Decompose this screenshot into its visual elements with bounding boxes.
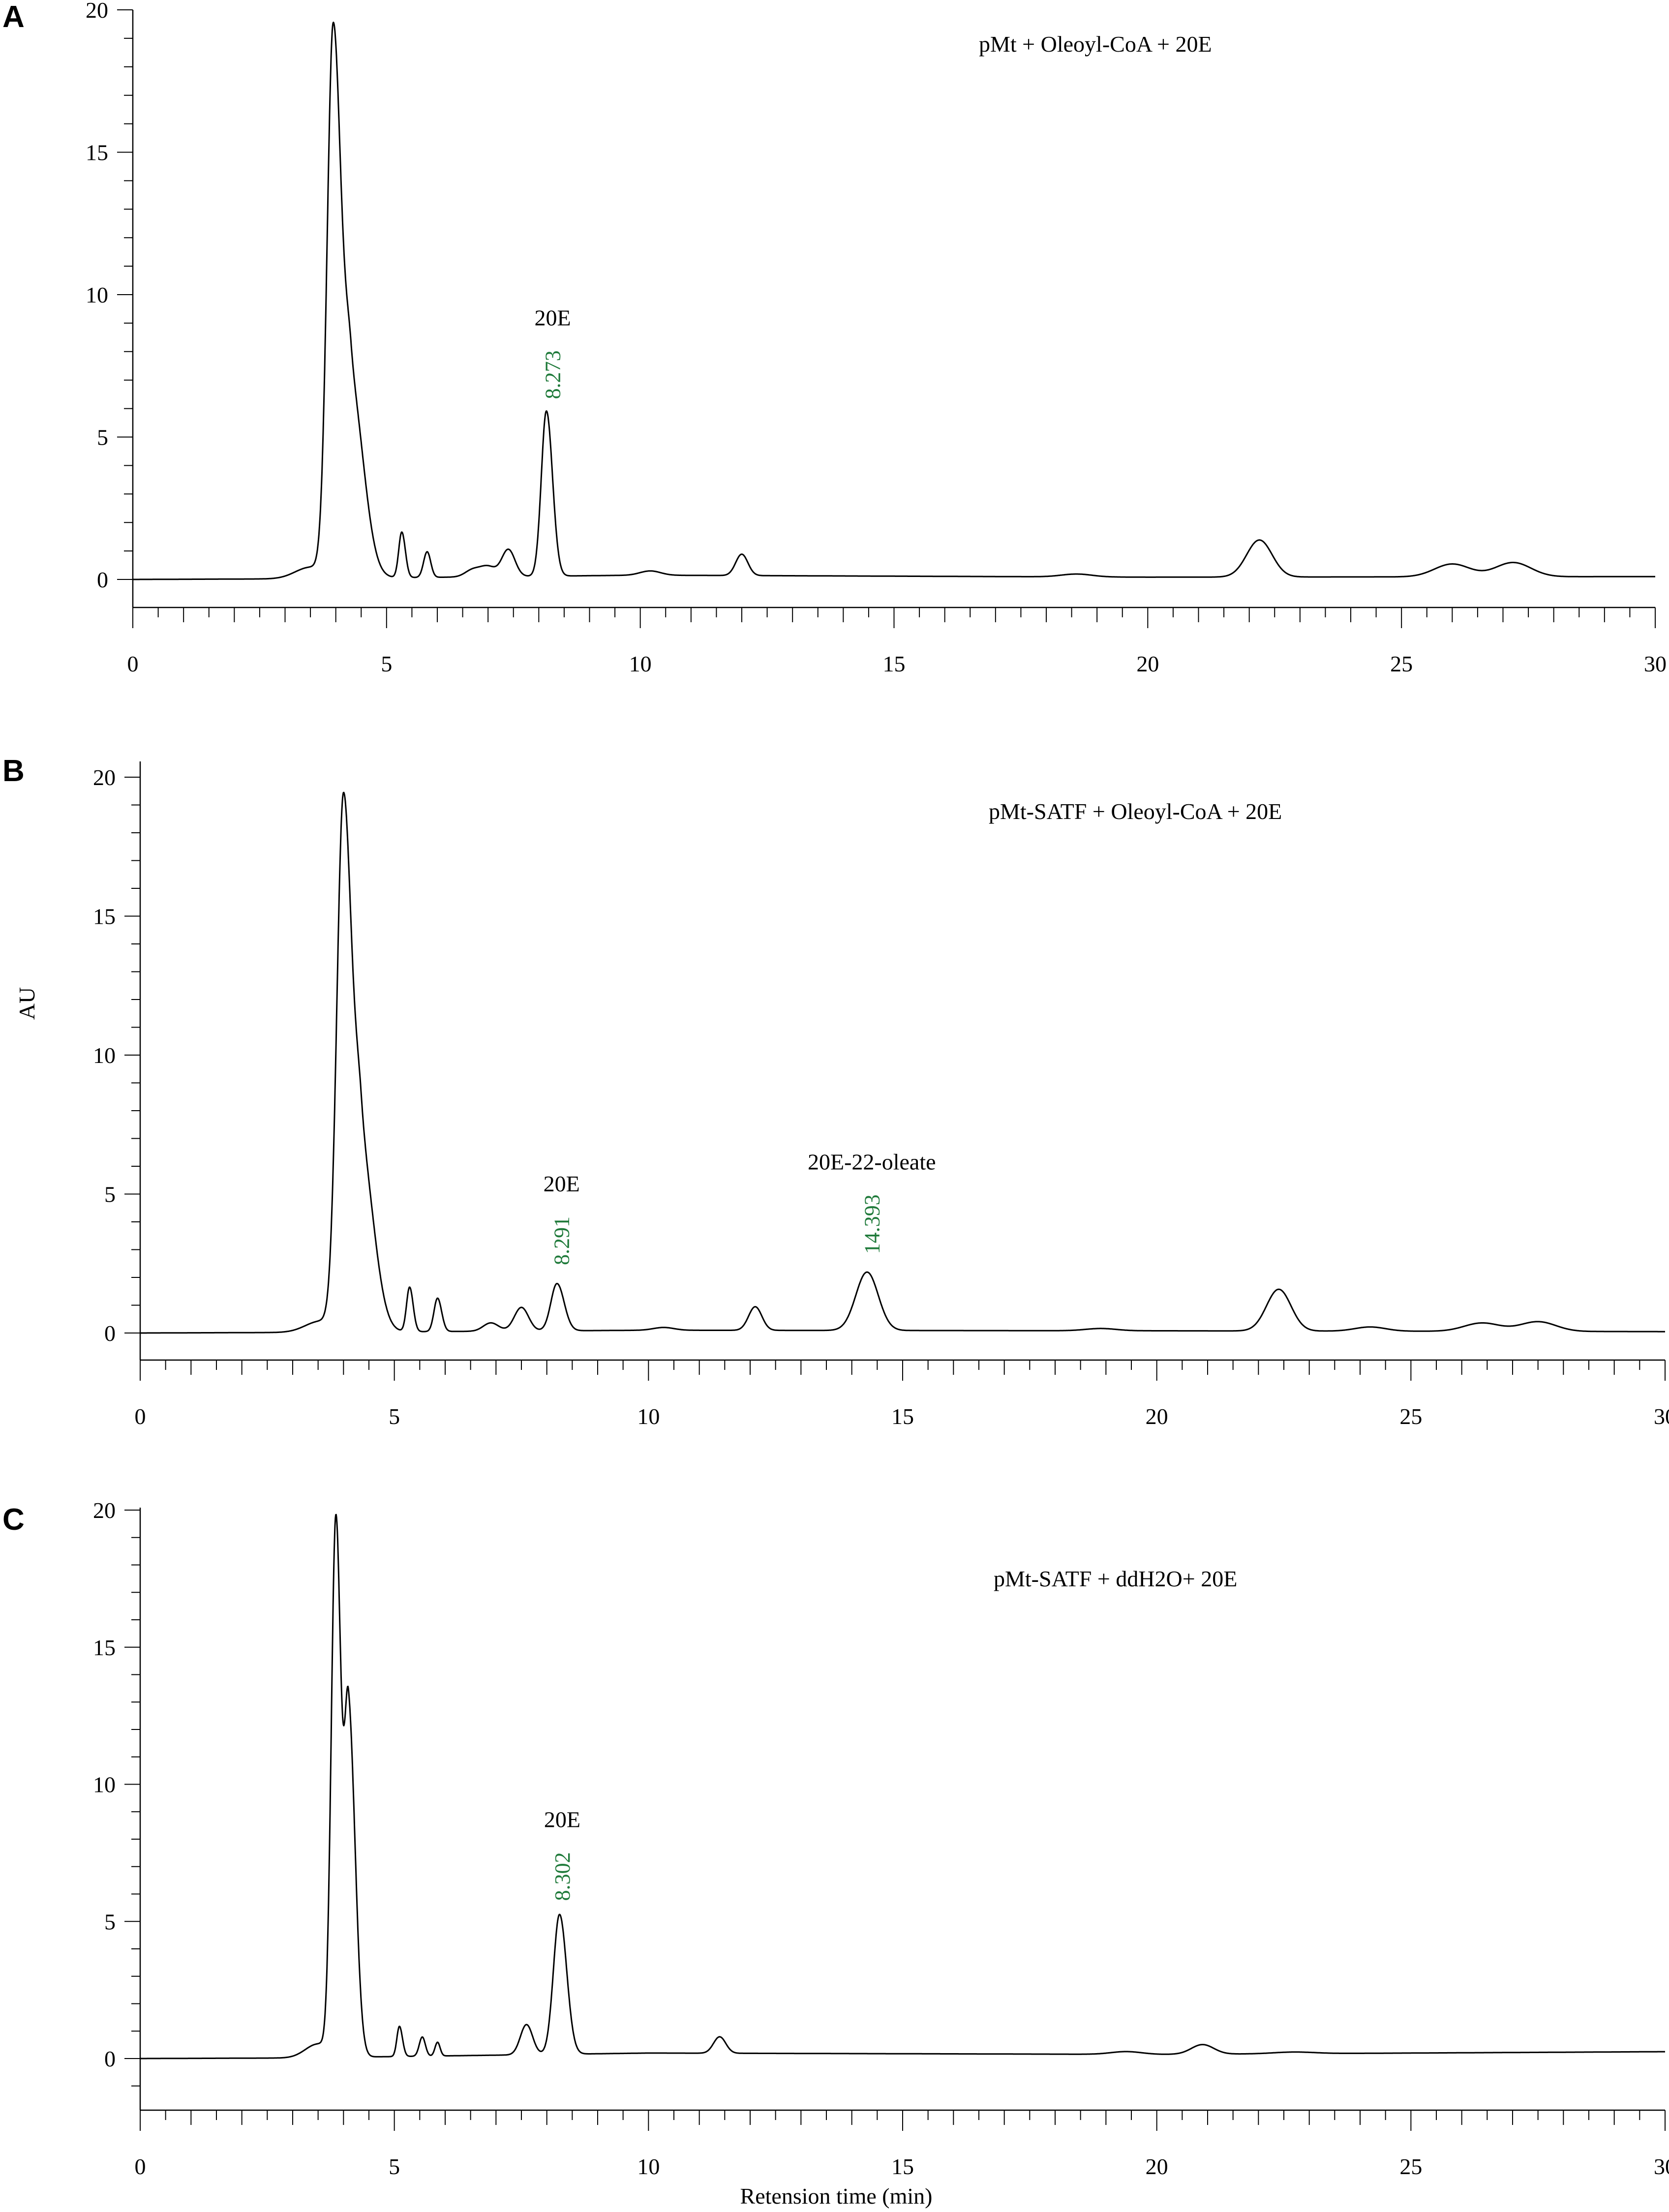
peak-compound-label: 20E <box>544 1171 580 1196</box>
x-tick-label: 0 <box>135 2154 146 2179</box>
peak-compound-label: 20E <box>534 305 571 330</box>
y-tick-label: 10 <box>86 282 108 307</box>
y-tick-label: 10 <box>93 1043 116 1068</box>
y-tick-label: 20 <box>93 1498 116 1523</box>
y-tick-label: 15 <box>86 140 108 165</box>
peak-retention-label: 8.302 <box>550 1852 575 1901</box>
x-tick-label: 0 <box>135 1404 146 1429</box>
x-tick-label: 25 <box>1399 2154 1422 2179</box>
panel-letter: A <box>2 0 25 34</box>
panel-letter: B <box>2 754 25 788</box>
x-tick-label: 30 <box>1654 1404 1669 1429</box>
y-tick-label: 0 <box>97 567 108 592</box>
y-tick-label: 15 <box>93 904 116 929</box>
x-tick-label: 25 <box>1399 1404 1422 1429</box>
x-tick-label: 15 <box>891 1404 914 1429</box>
x-tick-label: 15 <box>883 651 906 676</box>
chromatogram-trace <box>140 1514 1666 2060</box>
chromatogram-trace <box>140 791 1666 1334</box>
x-tick-label: 15 <box>891 2154 914 2179</box>
x-tick-label: 5 <box>389 1404 400 1429</box>
x-tick-label: 20 <box>1146 2154 1168 2179</box>
y-tick-label: 5 <box>97 425 108 450</box>
y-axis-title: AU <box>14 987 39 1020</box>
y-tick-label: 5 <box>104 1909 116 1934</box>
x-tick-label: 30 <box>1644 651 1667 676</box>
x-axis-title: Retension time (min) <box>740 2183 933 2209</box>
x-tick-label: 30 <box>1654 2154 1669 2179</box>
peak-compound-label: 20E <box>544 1807 580 1832</box>
y-tick-label: 5 <box>104 1182 116 1207</box>
x-tick-label: 10 <box>629 651 652 676</box>
chromatogram-trace <box>132 21 1656 580</box>
x-tick-label: 20 <box>1146 1404 1168 1429</box>
x-tick-label: 5 <box>389 2154 400 2179</box>
y-tick-label: 0 <box>104 1321 116 1346</box>
y-tick-label: 15 <box>93 1635 116 1660</box>
condition-label: pMt + Oleoyl-CoA + 20E <box>979 31 1212 57</box>
x-tick-label: 25 <box>1390 651 1413 676</box>
x-tick-label: 10 <box>637 2154 660 2179</box>
y-tick-label: 10 <box>93 1772 116 1797</box>
peak-compound-label: 20E-22-oleate <box>808 1149 936 1174</box>
peak-retention-label: 14.393 <box>860 1194 884 1254</box>
condition-label: pMt-SATF + ddH2O+ 20E <box>994 1566 1237 1591</box>
x-tick-label: 0 <box>127 651 139 676</box>
x-tick-label: 20 <box>1136 651 1159 676</box>
condition-label: pMt-SATF + Oleoyl-CoA + 20E <box>989 799 1282 824</box>
peak-retention-label: 8.273 <box>541 350 565 399</box>
peak-retention-label: 8.291 <box>550 1216 574 1265</box>
x-tick-label: 5 <box>381 651 392 676</box>
x-tick-label: 10 <box>637 1404 660 1429</box>
y-tick-label: 20 <box>86 0 108 23</box>
panel-letter: C <box>2 1503 25 1537</box>
y-tick-label: 0 <box>104 2046 116 2071</box>
y-tick-label: 20 <box>93 765 116 790</box>
